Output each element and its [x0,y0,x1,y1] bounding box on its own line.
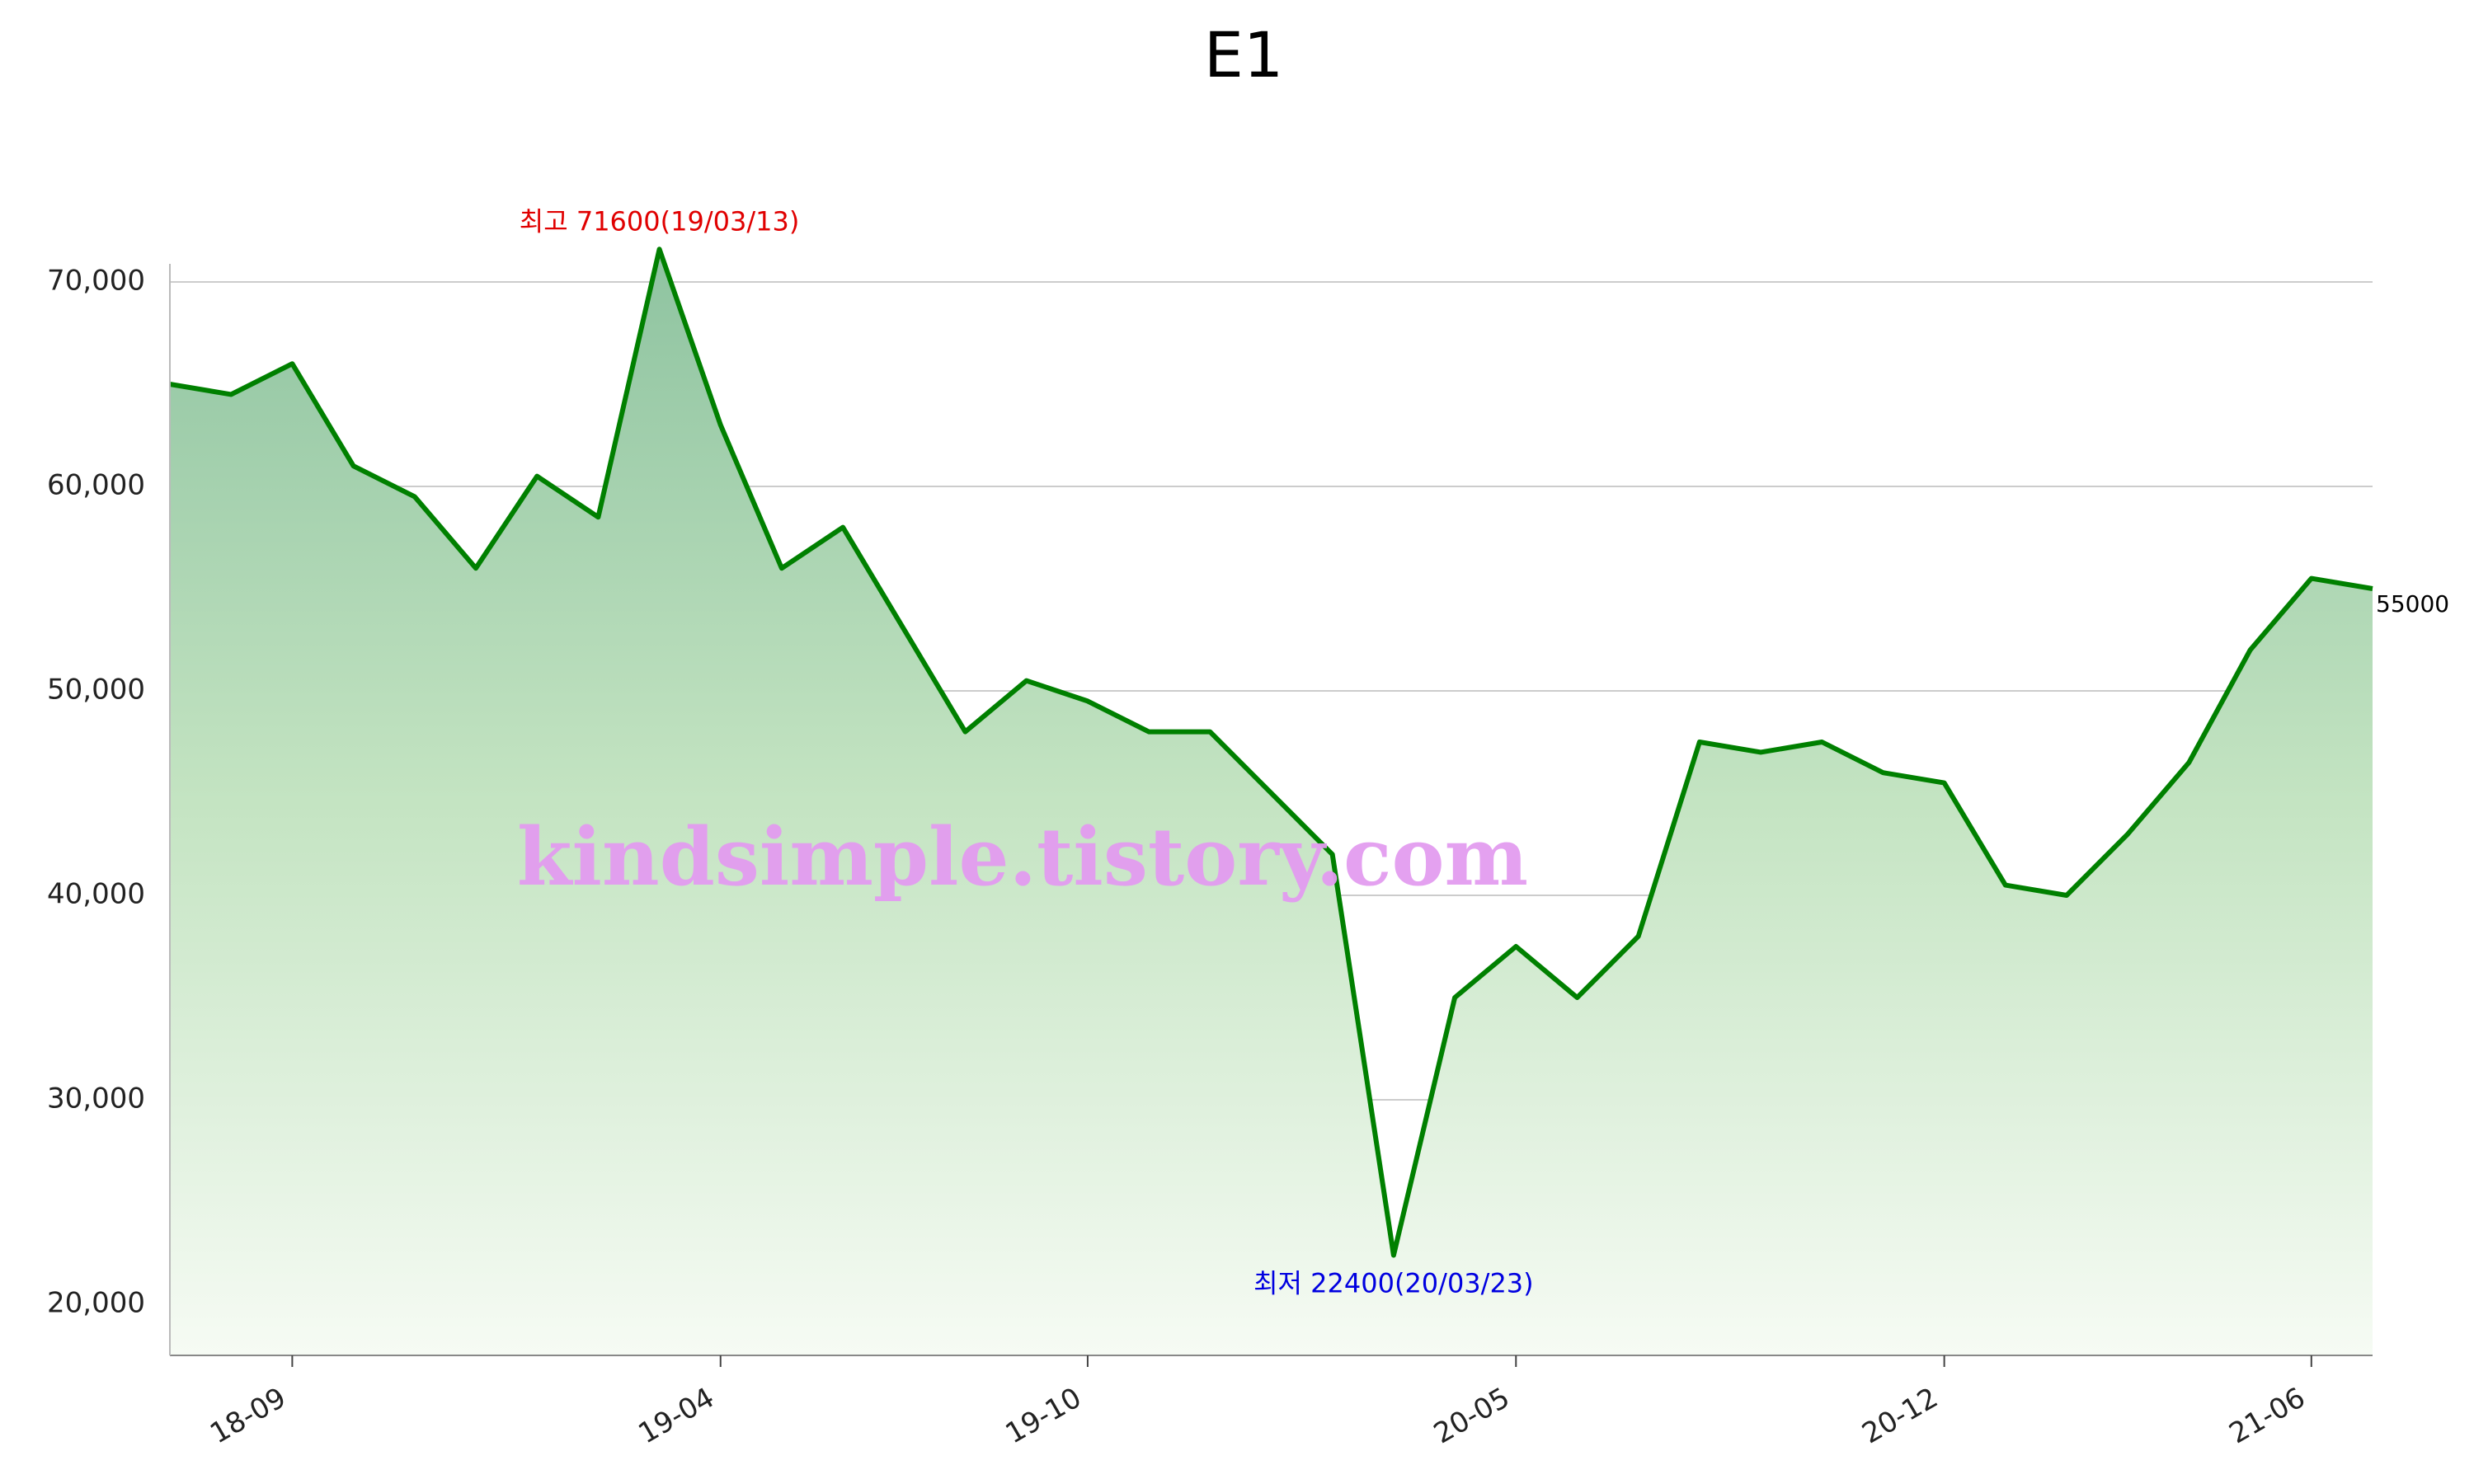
x-tick-label: 21-06 [2223,1381,2311,1450]
price-line [169,247,2373,1258]
x-tick-label: 19-04 [633,1381,720,1450]
x-tick-label: 19-10 [1000,1381,1088,1450]
y-tick-label: 20,000 [47,1287,145,1320]
area-fill [170,249,2373,1355]
y-tick-label: 60,000 [47,469,145,502]
x-tick-label: 18-09 [205,1381,292,1450]
y-tick-label: 70,000 [47,265,145,298]
y-tick-label: 50,000 [47,674,145,707]
x-tick-label: 20-12 [1856,1381,1944,1450]
y-tick-label: 40,000 [47,878,145,911]
annotation: 최고 71600(19/03/13) [520,205,800,237]
watermark: kindsimple.tistory.com [517,810,1528,904]
annotation: 최저 22400(20/03/23) [1253,1267,1534,1298]
last-value-label: 55000 [2376,590,2449,618]
chart-title: E1 [1204,18,1283,92]
x-tick-label: 20-05 [1428,1381,1516,1450]
y-tick-label: 30,000 [47,1082,145,1115]
